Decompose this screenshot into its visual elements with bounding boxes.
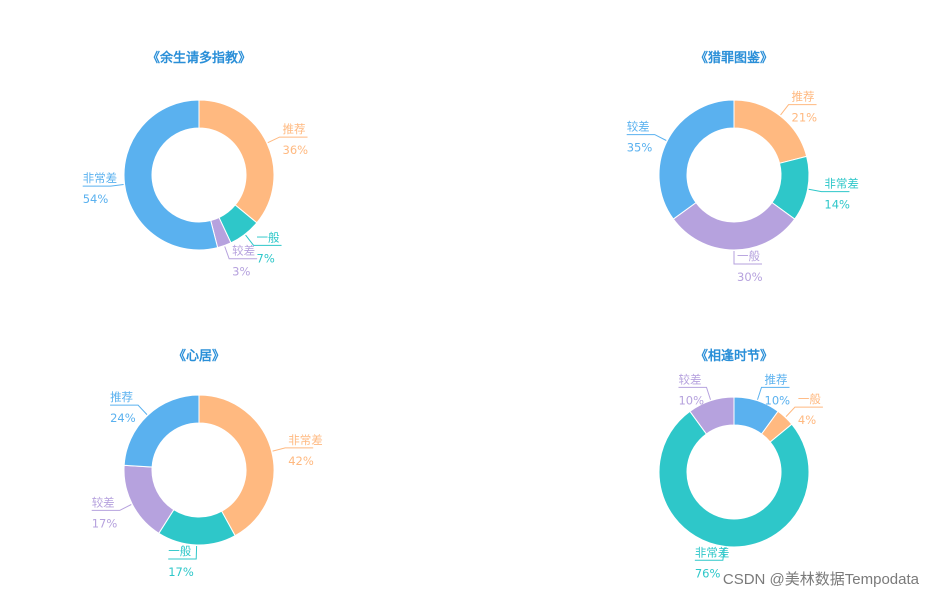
slice-value-label: 10%: [678, 393, 704, 407]
slice-value-label: 54%: [83, 192, 109, 206]
chart-title: 《心居》: [173, 348, 225, 364]
chart-title: 《猎罪图鉴》: [695, 50, 773, 66]
label-leader-line: [808, 188, 850, 193]
donut-slice[interactable]: [658, 410, 810, 548]
slice-name-label: 较差: [92, 495, 115, 509]
donut-slice[interactable]: [198, 99, 275, 224]
label-leader-line: [110, 404, 148, 415]
donut-slice[interactable]: [733, 99, 808, 164]
label-leader-line: [272, 447, 314, 452]
slice-name-label: 非常差: [824, 177, 859, 191]
slice-value-label: 35%: [627, 141, 653, 155]
slice-name-label: 较差: [627, 120, 650, 134]
chart-title: 《余生请多指教》: [147, 50, 251, 66]
slice-name-label: 非常差: [288, 433, 323, 447]
label-leader-line: [91, 504, 132, 511]
slice-name-label: 一般: [798, 392, 821, 406]
label-leader-line: [224, 246, 258, 260]
slice-value-label: 17%: [92, 516, 118, 530]
donut-slice[interactable]: [658, 99, 735, 220]
donut-chart-2: 《猎罪图鉴》推荐 21% 非常差 14% 一般 30% 较差 35%: [626, 50, 859, 284]
donut-slice[interactable]: [123, 99, 219, 251]
label-leader-line: [785, 406, 823, 417]
label-leader-line: [757, 386, 790, 400]
watermark-text: CSDN @美林数据Tempodata: [722, 571, 919, 588]
slice-value-label: 36%: [283, 143, 309, 157]
slice-name-label: 推荐: [283, 122, 306, 136]
label-leader-line: [245, 234, 282, 246]
slice-value-label: 21%: [792, 111, 818, 125]
donut-slice[interactable]: [198, 394, 275, 537]
slice-value-label: 14%: [824, 198, 850, 212]
slice-name-label: 一般: [257, 230, 280, 244]
slice-value-label: 24%: [110, 411, 136, 425]
slice-name-label: 非常差: [83, 171, 118, 185]
slice-value-label: 42%: [288, 454, 314, 468]
label-leader-line: [694, 547, 725, 561]
label-leader-line: [733, 251, 762, 265]
slice-name-label: 一般: [168, 544, 191, 558]
chart-title: 《相逢时节》: [695, 348, 773, 364]
label-leader-line: [678, 386, 711, 400]
slice-name-label: 推荐: [792, 90, 815, 104]
label-leader-line: [626, 134, 667, 141]
donut-slice[interactable]: [672, 201, 796, 251]
donut-chart-1: 《余生请多指教》推荐 36% 一般 7%较差 3% 非常差 54%: [82, 50, 309, 279]
label-leader-line: [780, 104, 817, 116]
label-leader-line: [82, 184, 124, 187]
label-leader-line: [267, 136, 308, 144]
donut-chart-4: 《相逢时节》推荐 10% 一般 4% 非常差 76% 较差 10%: [658, 348, 823, 580]
slice-value-label: 76%: [695, 566, 721, 580]
donut-chart-3: 《心居》非常差 42% 一般 17% 较差 17% 推荐 24%: [91, 348, 323, 579]
slice-value-label: 30%: [737, 270, 763, 284]
slice-name-label: 较差: [678, 372, 701, 386]
label-leader-line: [168, 545, 198, 560]
slice-value-label: 10%: [765, 393, 791, 407]
slice-name-label: 非常差: [695, 545, 730, 559]
slice-name-label: 较差: [232, 244, 255, 258]
slice-value-label: 4%: [798, 413, 816, 427]
donut-slice[interactable]: [689, 396, 735, 435]
slice-name-label: 推荐: [765, 372, 788, 386]
slice-value-label: 17%: [168, 565, 194, 579]
donut-slice[interactable]: [123, 394, 200, 468]
slice-value-label: 3%: [232, 265, 250, 279]
slice-name-label: 推荐: [110, 390, 133, 404]
slice-name-label: 一般: [737, 249, 760, 263]
slice-value-label: 7%: [257, 251, 275, 265]
